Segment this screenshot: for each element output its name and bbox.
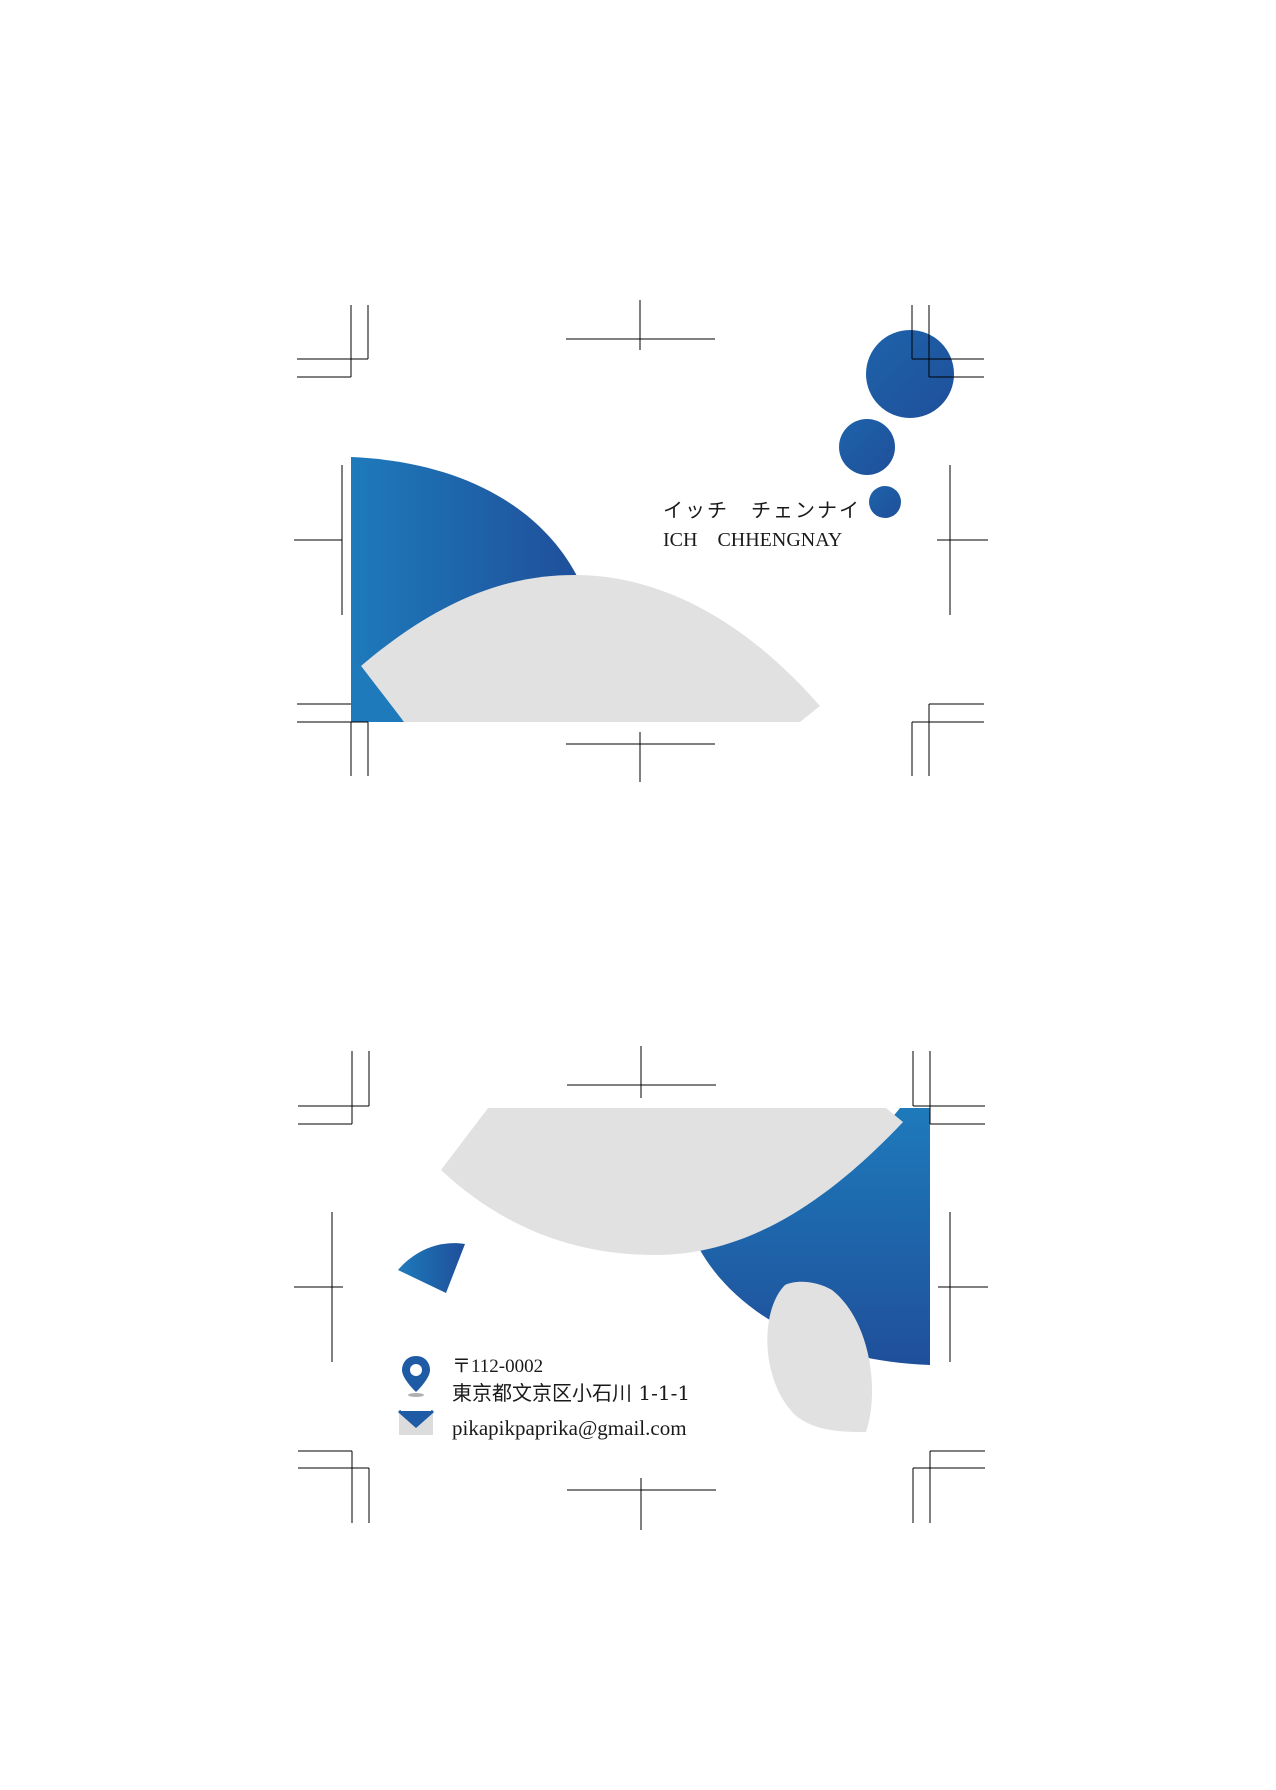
back-small-blue-fan [398,1243,465,1293]
front-card [351,330,954,722]
front-circle-medium [839,419,895,475]
front-gray-wave [361,575,820,722]
name-kana: イッチ チェンナイ [663,498,861,522]
back-card [398,1108,930,1432]
back-small-gray-leaf [767,1281,873,1432]
crop-marks [294,300,988,1530]
address: 東京都文京区小石川 1-1-1 [452,1381,691,1405]
email-address[interactable]: pikapikpaprika@gmail.com [452,1416,687,1440]
front-circle-small [869,486,901,518]
name-roman: ICH CHHENGNAY [663,529,843,551]
front-blue-wedge [351,660,404,722]
back-gray-leaf [441,1108,903,1255]
back-blue-fan [700,1108,930,1365]
envelope-icon [398,1409,434,1435]
map-pin-icon [402,1356,430,1397]
postal-code: 〒112-0002 [452,1356,544,1377]
front-circle-large [866,330,954,418]
